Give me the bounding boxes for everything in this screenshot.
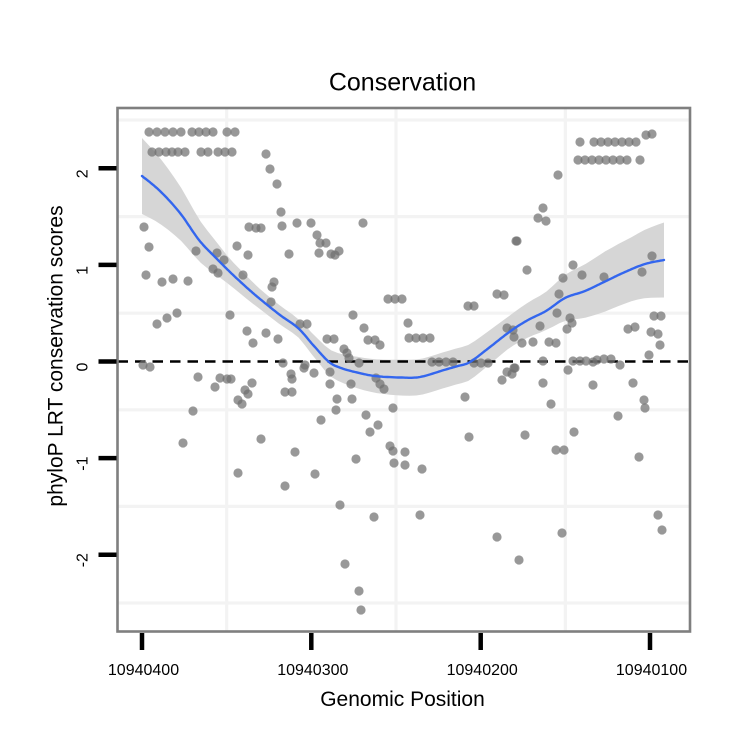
svg-text:10940200: 10940200 (447, 662, 518, 679)
svg-text:Conservation: Conservation (329, 69, 476, 97)
svg-text:10940400: 10940400 (108, 662, 179, 679)
svg-text:2: 2 (75, 169, 92, 178)
svg-text:phyloP LRT conservation scores: phyloP LRT conservation scores (45, 205, 68, 506)
svg-text:10940100: 10940100 (616, 662, 687, 679)
svg-text:1: 1 (75, 266, 92, 275)
svg-text:Genomic Position: Genomic Position (320, 688, 485, 711)
svg-text:0: 0 (75, 362, 92, 371)
svg-text:-1: -1 (75, 456, 92, 470)
svg-text:-2: -2 (75, 553, 92, 567)
svg-text:10940300: 10940300 (277, 662, 348, 679)
